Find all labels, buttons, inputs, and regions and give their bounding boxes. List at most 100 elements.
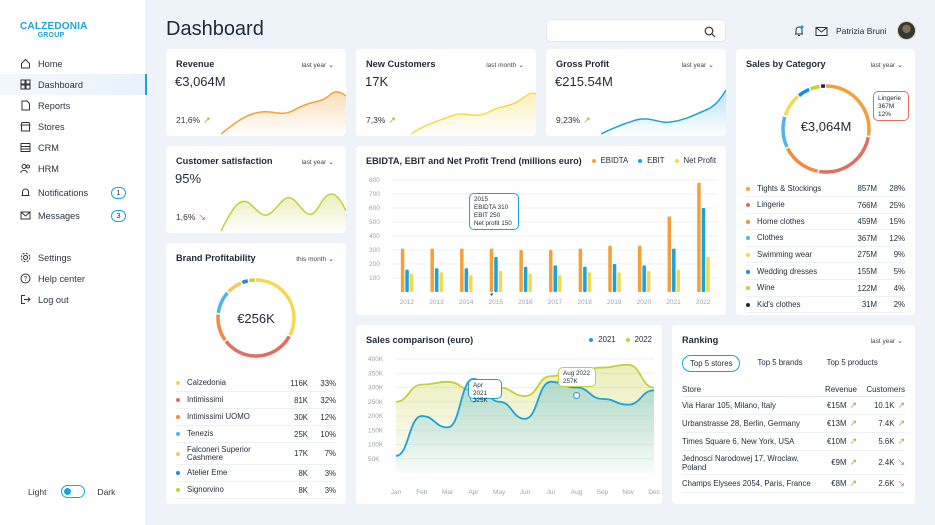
bar[interactable] (430, 248, 434, 292)
bar[interactable] (528, 273, 532, 292)
bar[interactable] (489, 248, 494, 292)
bar[interactable] (409, 273, 414, 292)
tab-top-5-stores[interactable]: Top 5 stores (682, 355, 741, 372)
bar[interactable] (460, 248, 464, 292)
legend-row[interactable]: Atelier Eme 8K 3% (176, 465, 336, 482)
bar[interactable] (701, 208, 706, 292)
period-select[interactable]: last year (871, 61, 903, 69)
tab-top-5-products[interactable]: Top 5 products (826, 358, 878, 367)
theme-toggle[interactable] (61, 485, 86, 498)
period-select[interactable]: last year (871, 337, 903, 345)
bar[interactable] (642, 265, 646, 292)
period-select[interactable]: last month (486, 61, 524, 69)
legend-item[interactable]: EBIDTA (591, 156, 628, 165)
bar[interactable] (637, 245, 642, 292)
legend-item[interactable]: 2021 (589, 335, 616, 344)
avatar[interactable] (897, 21, 916, 40)
period-select[interactable]: last year (302, 158, 334, 166)
bar[interactable] (617, 272, 621, 292)
tab-top-5-brands[interactable]: Top 5 brands (757, 358, 803, 367)
search-input[interactable] (546, 19, 726, 42)
bar[interactable] (697, 182, 701, 292)
legend-row[interactable]: Intimissimi UOMO 30K 12% (176, 409, 336, 426)
bar[interactable] (439, 272, 443, 292)
legend-dot (746, 236, 750, 241)
bar[interactable] (469, 275, 473, 292)
sidebar-item-hrm[interactable]: HRM (0, 158, 147, 179)
legend-row[interactable]: Swimming wear 275M 9% (746, 247, 905, 264)
sidebar-item-dashboard[interactable]: Dashboard (0, 74, 147, 95)
table-row[interactable]: Times Square 6, New York, USA €10M ↗ 5.6K ↗ (682, 433, 905, 451)
sidebar-item-crm[interactable]: CRM (0, 137, 147, 158)
legend-row[interactable]: Home clothes 459M 15% (746, 214, 905, 231)
bar[interactable] (558, 275, 562, 292)
bar[interactable] (434, 268, 439, 292)
bar[interactable] (498, 271, 503, 292)
table-row[interactable]: Via Harar 105, Milano, Italy €15M ↗ 10.1K ↗ (682, 397, 905, 415)
period-select[interactable]: this month (296, 255, 334, 263)
bar[interactable] (553, 265, 558, 292)
bar[interactable] (523, 266, 528, 292)
legend-row[interactable]: Tights & Stockings 857M 28% (746, 181, 905, 197)
bar[interactable] (583, 266, 587, 292)
period-select[interactable]: last year (682, 61, 714, 69)
bar[interactable] (672, 248, 676, 292)
table-row[interactable]: Jednosci Narodowej 17, Wroclaw, Poland €9… (682, 451, 905, 475)
brand-logo[interactable]: CALZEDONIA GROUP (20, 21, 88, 40)
series-line[interactable] (395, 378, 655, 457)
sidebar-item-settings[interactable]: Settings (0, 247, 147, 268)
search-icon[interactable] (704, 25, 716, 43)
data-point[interactable] (573, 392, 581, 399)
table-row[interactable]: Champs Elysees 2054, Paris, France €8M ↗ 2.… (682, 475, 905, 493)
sidebar-item-home[interactable]: Home (0, 53, 147, 74)
bar[interactable] (464, 268, 469, 292)
legend-row[interactable]: Clothes 367M 12% (746, 231, 905, 247)
bar[interactable] (646, 271, 651, 292)
donut-slice[interactable] (216, 278, 296, 358)
legend-row[interactable]: Calzedonia 116K 33% (176, 375, 336, 392)
bar[interactable] (587, 272, 592, 292)
sidebar-item-log-out[interactable]: Log out (0, 289, 147, 310)
legend-row[interactable]: Signorvino 8K 3% (176, 482, 336, 499)
sidebar-item-notifications[interactable]: Notifications 1 (0, 181, 147, 204)
legend-row[interactable]: Kid's clothes 31M 2% (746, 297, 905, 314)
table-row[interactable]: Urbanstrasse 28, Berlin, Germany €13M ↗ 7.4… (682, 415, 905, 433)
legend-row[interactable]: Tenezis 25K 10% (176, 426, 336, 443)
legend-row[interactable]: Falconeri Superior Cashmere 17K 7% (176, 443, 336, 465)
period-select[interactable]: last year (302, 61, 334, 69)
bar[interactable] (608, 245, 612, 292)
legend-item[interactable]: Net Profit (674, 156, 716, 165)
legend-row[interactable]: Wine 122M 4% (746, 281, 905, 297)
legend-item[interactable]: EBIT (638, 156, 665, 165)
trend-up-icon: ↗ (849, 418, 857, 428)
mail-icon[interactable] (815, 24, 828, 42)
bar[interactable] (400, 248, 405, 292)
sidebar-item-messages[interactable]: Messages 3 (0, 204, 147, 227)
donut-slice[interactable] (216, 278, 296, 358)
sidebar-item-help-center[interactable]: ? Help center (0, 268, 147, 289)
legend-row[interactable]: Wedding dresses 155M 5% (746, 264, 905, 280)
bar[interactable] (494, 257, 498, 292)
bar[interactable] (676, 269, 681, 292)
bar[interactable] (578, 248, 583, 292)
x-tick-label: Feb (416, 489, 428, 496)
donut-slice[interactable] (781, 84, 871, 174)
user-name[interactable]: Patrizia Bruni (836, 26, 887, 36)
bar[interactable] (706, 257, 710, 292)
store-name: Urbanstrasse 28, Berlin, Germany (682, 419, 800, 428)
bell-icon[interactable] (793, 24, 805, 42)
bar[interactable] (612, 264, 617, 292)
series-line[interactable] (395, 363, 655, 403)
legend-item[interactable]: 2022 (625, 335, 652, 344)
legend-row[interactable]: Lingerie 766M 25% (746, 198, 905, 214)
donut-slice[interactable] (781, 84, 871, 174)
bar[interactable] (549, 250, 553, 292)
bar[interactable] (405, 269, 409, 292)
donut-slice[interactable] (781, 84, 871, 174)
bar[interactable] (667, 216, 672, 292)
sidebar-item-stores[interactable]: Stores (0, 116, 147, 137)
bar[interactable] (519, 250, 523, 292)
legend-row[interactable]: Intimissimi 81K 32% (176, 392, 336, 409)
donut-slice[interactable] (216, 278, 296, 358)
sidebar-item-reports[interactable]: Reports (0, 95, 147, 116)
